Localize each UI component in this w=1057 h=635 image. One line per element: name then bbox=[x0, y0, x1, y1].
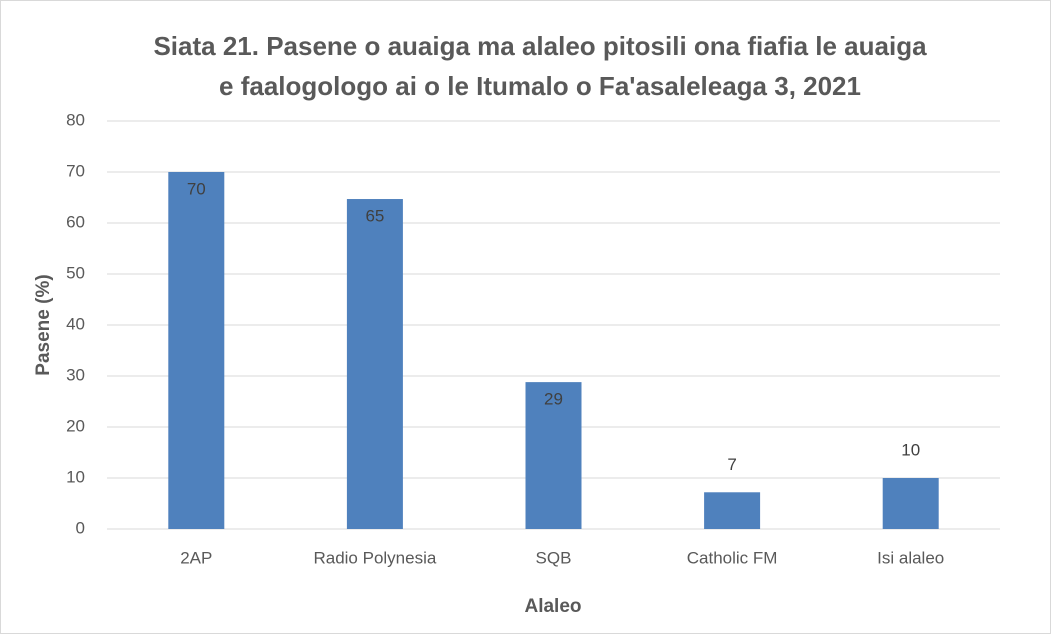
y-axis-title: Pasene (%) bbox=[33, 274, 54, 375]
y-tick-label: 80 bbox=[66, 110, 85, 129]
x-tick-label: 2AP bbox=[180, 548, 212, 567]
y-tick-label: 10 bbox=[66, 467, 85, 486]
chart-title: Siata 21. Pasene o auaiga ma alaleo pito… bbox=[153, 31, 927, 61]
bar bbox=[525, 382, 582, 529]
x-tick-label: Isi alaleo bbox=[877, 548, 944, 567]
y-tick-label: 70 bbox=[66, 161, 85, 180]
value-label: 10 bbox=[901, 440, 920, 459]
x-axis-title: Alaleo bbox=[524, 596, 581, 617]
value-label: 7 bbox=[727, 455, 736, 474]
bar bbox=[704, 492, 761, 529]
x-tick-label: Catholic FM bbox=[687, 548, 778, 567]
chart-title: e faalogologo ai o le Itumalo o Fa'asale… bbox=[219, 71, 861, 101]
bar bbox=[168, 172, 225, 529]
x-tick-label: SQB bbox=[536, 548, 572, 567]
y-tick-label: 40 bbox=[66, 314, 85, 333]
y-tick-label: 30 bbox=[66, 365, 85, 384]
x-tick-label: Radio Polynesia bbox=[313, 548, 436, 567]
value-label: 65 bbox=[365, 207, 384, 226]
y-tick-label: 50 bbox=[66, 263, 85, 282]
bar bbox=[882, 478, 939, 529]
y-tick-label: 60 bbox=[66, 212, 85, 231]
y-tick-label: 20 bbox=[66, 416, 85, 435]
value-label: 70 bbox=[187, 179, 206, 198]
value-label: 29 bbox=[544, 390, 563, 409]
y-tick-label: 0 bbox=[76, 518, 85, 537]
bar bbox=[346, 199, 403, 529]
